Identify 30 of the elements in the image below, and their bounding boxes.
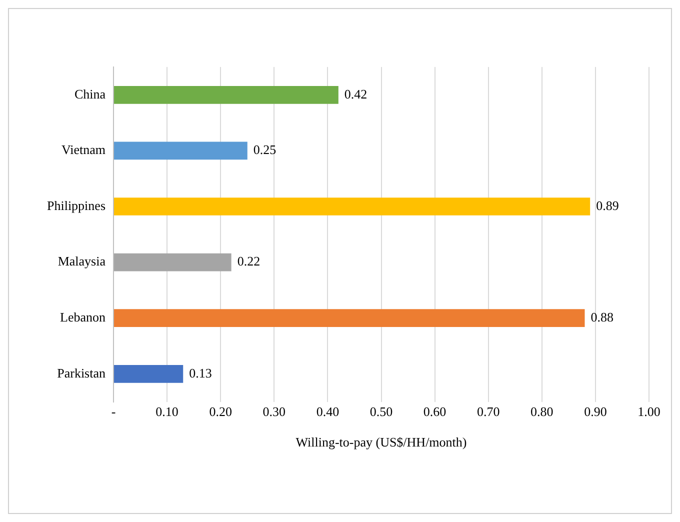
bar — [114, 309, 585, 328]
data-label: 0.89 — [596, 198, 619, 213]
y-tick-label: Vietnam — [62, 142, 106, 158]
data-label: 0.25 — [253, 142, 276, 158]
x-tick-label: - — [111, 404, 116, 420]
x-tick-label: 0.60 — [423, 404, 446, 420]
data-label: 0.88 — [590, 310, 614, 325]
x-tick-label: 0.80 — [530, 404, 554, 420]
y-tick-label: Parkistan — [57, 365, 106, 380]
y-tick-label: China — [74, 86, 106, 102]
bar — [114, 86, 338, 104]
x-tick-label: 0.20 — [209, 404, 232, 420]
y-tick-label: Philippines — [46, 198, 106, 213]
data-label: 0.42 — [344, 86, 368, 102]
data-label: 0.13 — [189, 365, 212, 380]
x-tick-label: 0.40 — [316, 404, 340, 420]
x-tick-label: 0.70 — [476, 404, 500, 420]
x-tick-label: 0.10 — [156, 404, 178, 420]
x-tick-label: 0.50 — [370, 404, 393, 420]
bar — [114, 142, 248, 160]
y-tick-label: Malaysia — [58, 254, 106, 269]
y-tick-label: Lebanon — [60, 310, 106, 325]
x-axis-title: Willing-to-pay (US$/HH/month) — [296, 434, 467, 450]
x-tick-label: 0.30 — [262, 404, 286, 420]
bar — [114, 364, 184, 383]
x-tick-label: 1.00 — [638, 404, 660, 420]
bar — [114, 253, 232, 272]
x-tick-label: 0.90 — [584, 404, 607, 420]
bar — [114, 198, 590, 216]
data-label: 0.22 — [237, 254, 260, 269]
